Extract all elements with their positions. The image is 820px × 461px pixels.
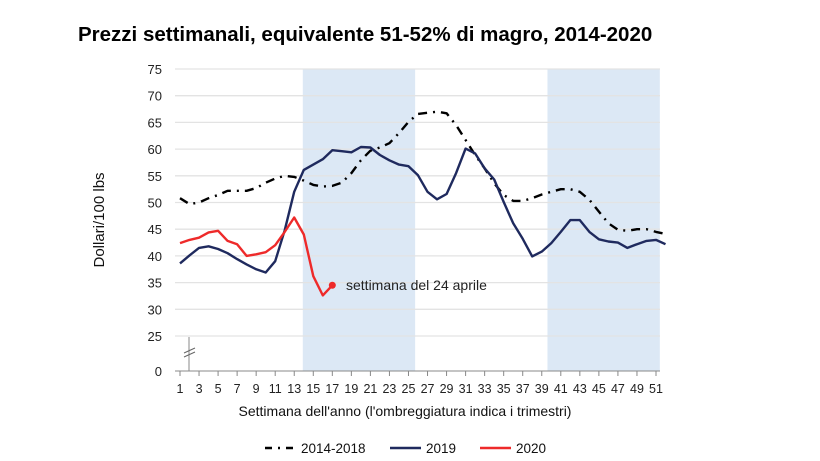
x-tick-label: 33	[478, 382, 492, 396]
x-tick-label: 9	[253, 382, 260, 396]
y-tick-label: 60	[148, 142, 162, 157]
y-tick-label: 65	[148, 115, 162, 130]
x-tick-label: 25	[402, 382, 416, 396]
x-tick-label: 11	[269, 382, 282, 396]
y-tick-label: 75	[148, 62, 162, 77]
x-tick-label: 21	[363, 382, 377, 396]
x-tick-label: 49	[630, 382, 644, 396]
x-tick-label: 27	[421, 382, 435, 396]
x-tick-label: 41	[554, 382, 568, 396]
y-tick-label: 35	[148, 276, 162, 291]
quarter-shade	[302, 69, 416, 371]
legend-label-2019: 2019	[426, 441, 456, 456]
annotation-marker	[328, 281, 336, 289]
annotation-label: settimana del 24 aprile	[346, 277, 487, 293]
legend-label-2020: 2020	[516, 441, 546, 456]
series-line-2019	[179, 145, 666, 274]
x-tick-label: 37	[516, 382, 530, 396]
x-tick-label: 17	[325, 382, 339, 396]
y-tick-label: 0	[155, 364, 162, 379]
x-tick-label: 47	[611, 382, 625, 396]
x-tick-label: 35	[497, 382, 511, 396]
x-tick-label: 19	[344, 382, 358, 396]
y-tick-label: 70	[148, 89, 162, 104]
x-tick-label: 29	[440, 382, 454, 396]
x-tick-label: 1	[177, 382, 184, 396]
y-axis-label: Dollari/100 lbs	[91, 172, 108, 267]
y-tick-label: 55	[148, 169, 162, 184]
y-tick-label: 30	[148, 302, 162, 317]
y-tick-label: 50	[148, 196, 162, 211]
series-line-2014-2018	[179, 110, 666, 236]
quarter-shade	[547, 69, 660, 371]
x-tick-label: 7	[234, 382, 241, 396]
x-tick-label: 5	[215, 382, 222, 396]
series-line-2020	[179, 216, 334, 297]
axis-break-icon	[183, 347, 196, 358]
x-tick-label: 51	[649, 382, 663, 396]
x-tick-label: 31	[459, 382, 473, 396]
chart-title: Prezzi settimanali, equivalente 51-52% d…	[78, 23, 652, 46]
x-tick-label: 15	[306, 382, 320, 396]
x-tick-label: 45	[592, 382, 606, 396]
x-axis-label: Settimana dell'anno (l'ombreggiatura ind…	[239, 403, 572, 419]
y-tick-label: 45	[148, 222, 162, 237]
y-tick-label: 25	[148, 329, 162, 344]
legend: 2014-2018 2019 2020	[265, 441, 546, 456]
x-tick-label: 3	[196, 382, 203, 396]
x-tick-label: 23	[382, 382, 396, 396]
legend-label-2014-2018: 2014-2018	[301, 441, 366, 456]
x-tick-label: 39	[535, 382, 549, 396]
x-tick-label: 43	[573, 382, 587, 396]
y-tick-label: 40	[148, 249, 162, 264]
x-tick-label: 13	[287, 382, 301, 396]
